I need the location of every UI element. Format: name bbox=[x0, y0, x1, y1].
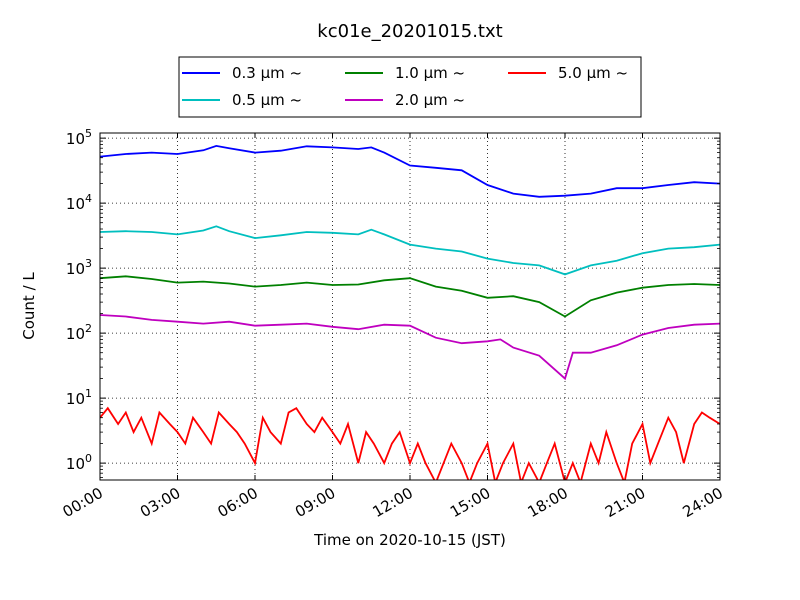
series-line-2 bbox=[100, 275, 720, 318]
legend-label-0: 0.3 μm ~ bbox=[232, 64, 302, 82]
x-axis-label: Time on 2020-10-15 (JST) bbox=[313, 531, 506, 549]
y-tick-label: 105 bbox=[66, 127, 92, 148]
y-tick-label: 102 bbox=[66, 322, 92, 343]
legend-label-1: 0.5 μm ~ bbox=[232, 91, 302, 109]
x-tick-label: 24:00 bbox=[680, 484, 726, 521]
legend-label-2: 1.0 μm ~ bbox=[395, 64, 465, 82]
series-layer bbox=[100, 144, 720, 480]
x-tick-label: 12:00 bbox=[370, 484, 416, 521]
y-axis-label: Count / L bbox=[20, 272, 38, 340]
x-tick-label: 03:00 bbox=[137, 484, 183, 521]
x-tick-label: 15:00 bbox=[447, 484, 493, 521]
x-tick-label: 18:00 bbox=[525, 484, 571, 521]
legend-label-4: 5.0 μm ~ bbox=[558, 64, 628, 82]
series-line-1 bbox=[100, 225, 720, 276]
y-tick-label: 103 bbox=[66, 257, 92, 278]
legend-label-3: 2.0 μm ~ bbox=[395, 91, 465, 109]
x-tick-label: 21:00 bbox=[602, 484, 648, 521]
y-tick-labels: 100 101 102 103 104 105 bbox=[66, 127, 92, 473]
x-tick-labels: 00:00 03:00 06:00 09:00 12:00 15:00 18:00 21:00… bbox=[60, 484, 726, 521]
legend: 0.3 μm ~ 0.5 μm ~ 1.0 μm ~ 2.0 μm ~ 5.0 μm ~ bbox=[178, 56, 642, 118]
series-line-4 bbox=[100, 406, 720, 480]
x-tick-label: 00:00 bbox=[60, 484, 106, 521]
y-tick-label: 104 bbox=[66, 192, 92, 213]
chart-title: kc01e_20201015.txt bbox=[317, 21, 502, 42]
y-tick-label: 101 bbox=[66, 387, 92, 408]
legend-frame bbox=[178, 56, 642, 118]
y-tick-label: 100 bbox=[66, 452, 92, 473]
x-tick-label: 06:00 bbox=[215, 484, 261, 521]
grid bbox=[100, 133, 720, 480]
series-line-3 bbox=[100, 314, 720, 381]
series-line-0 bbox=[100, 144, 720, 198]
ticks bbox=[99, 133, 721, 480]
x-tick-label: 09:00 bbox=[292, 484, 338, 521]
